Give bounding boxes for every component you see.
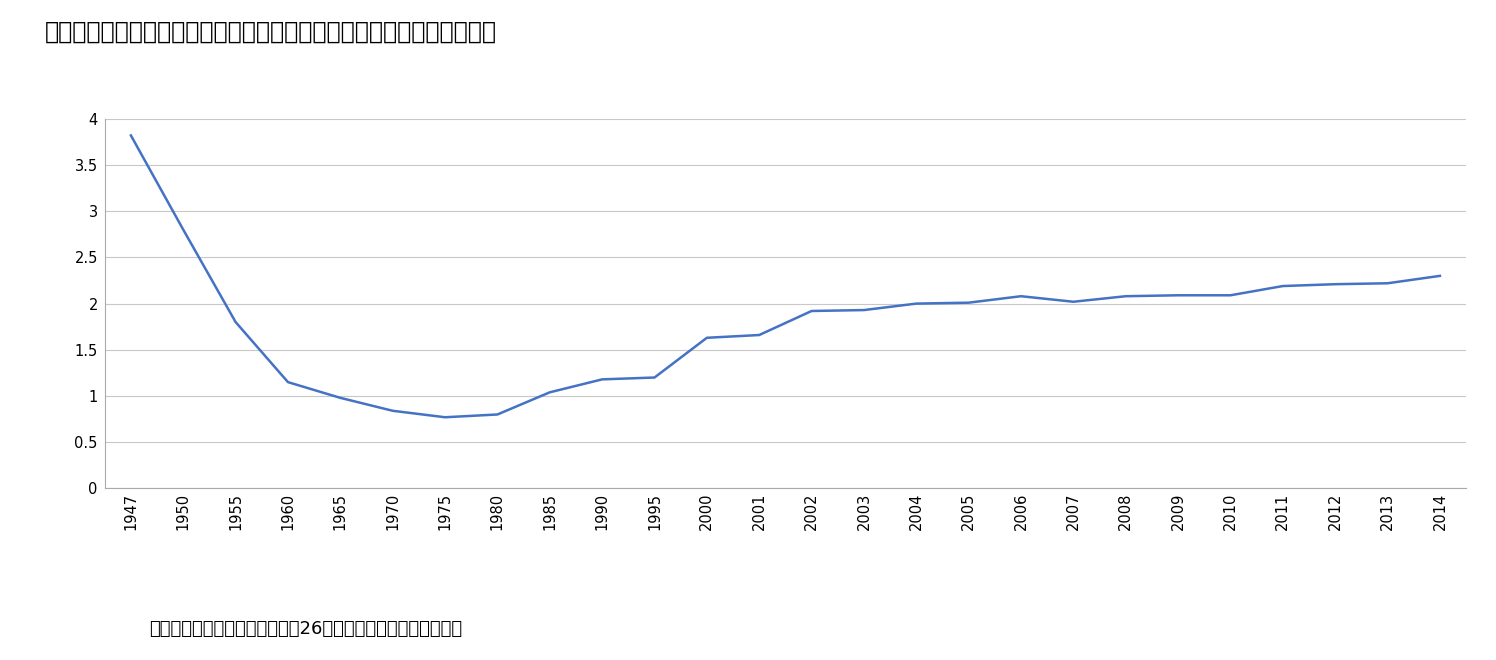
Text: 『図表１』日本における婚外子比率の推移　　（縦軸：％　横軸：年）: 『図表１』日本における婚外子比率の推移 （縦軸：％ 横軸：年） xyxy=(45,20,497,44)
Text: （参考資料）厚生労働省　平成26年人口動態調査より筆者作成: （参考資料）厚生労働省 平成26年人口動態調査より筆者作成 xyxy=(150,620,462,638)
